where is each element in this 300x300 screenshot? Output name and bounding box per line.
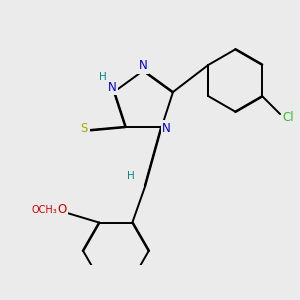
- Text: S: S: [81, 122, 88, 135]
- Text: O: O: [57, 203, 67, 216]
- Text: N: N: [108, 81, 117, 94]
- Text: H: H: [127, 171, 134, 181]
- Text: Cl: Cl: [283, 111, 294, 124]
- Text: N: N: [139, 59, 148, 72]
- Text: H: H: [99, 72, 106, 82]
- Text: N: N: [162, 122, 171, 135]
- Text: OCH₃: OCH₃: [31, 205, 57, 215]
